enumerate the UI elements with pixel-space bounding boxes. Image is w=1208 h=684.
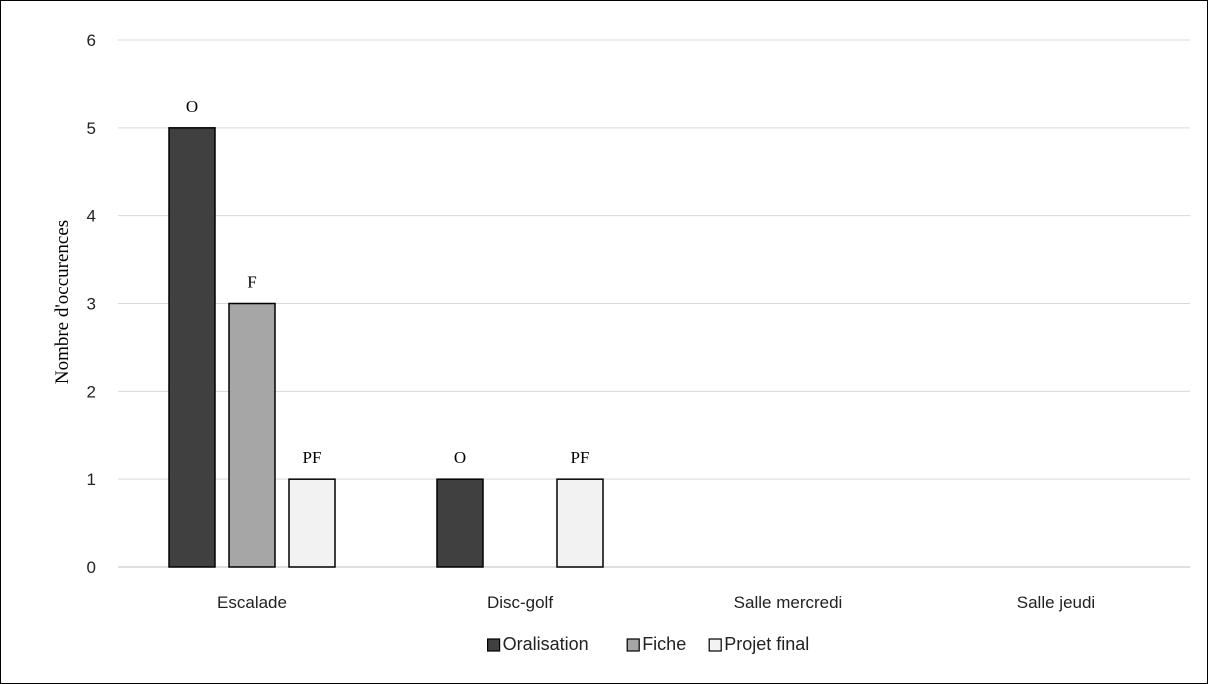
bar-fiche	[228, 302, 276, 568]
bar-projet-final	[556, 478, 604, 568]
x-axis-categories: Escalade Disc-golf Salle mercredi Salle jeu…	[217, 593, 1095, 612]
bar-oralisation	[436, 478, 484, 568]
legend-label: Projet final	[724, 634, 809, 654]
bar-oralisation	[168, 127, 216, 568]
y-tick-label: 6	[87, 31, 96, 50]
data-labels: O F PF O PF	[186, 97, 590, 467]
legend-swatch	[487, 638, 501, 652]
y-tick-label: 3	[87, 295, 96, 314]
legend-label: Oralisation	[503, 634, 589, 654]
x-category-label: Salle mercredi	[734, 593, 843, 612]
y-tick-label: 1	[87, 470, 96, 489]
bar-projet-final	[288, 478, 336, 568]
data-label: PF	[303, 448, 322, 467]
x-category-label: Escalade	[217, 593, 287, 612]
data-label: PF	[571, 448, 590, 467]
legend-swatch	[626, 638, 640, 652]
legend: Oralisation Fiche Projet final	[487, 634, 809, 654]
y-tick-label: 5	[87, 119, 96, 138]
y-axis-ticks: 0 1 2 3 4 5 6	[87, 31, 96, 577]
bars	[168, 127, 604, 568]
data-label: F	[247, 273, 256, 292]
y-tick-label: 4	[87, 207, 96, 226]
x-category-label: Salle jeudi	[1017, 593, 1095, 612]
legend-swatch	[708, 638, 722, 652]
y-tick-label: 0	[87, 558, 96, 577]
data-label: O	[186, 97, 198, 116]
y-tick-label: 2	[87, 382, 96, 401]
y-axis-label: Nombre d'occurences	[52, 220, 73, 384]
data-label: O	[454, 448, 466, 467]
legend-label: Fiche	[642, 634, 686, 654]
gridlines	[118, 39, 1190, 568]
x-category-label: Disc-golf	[487, 593, 553, 612]
